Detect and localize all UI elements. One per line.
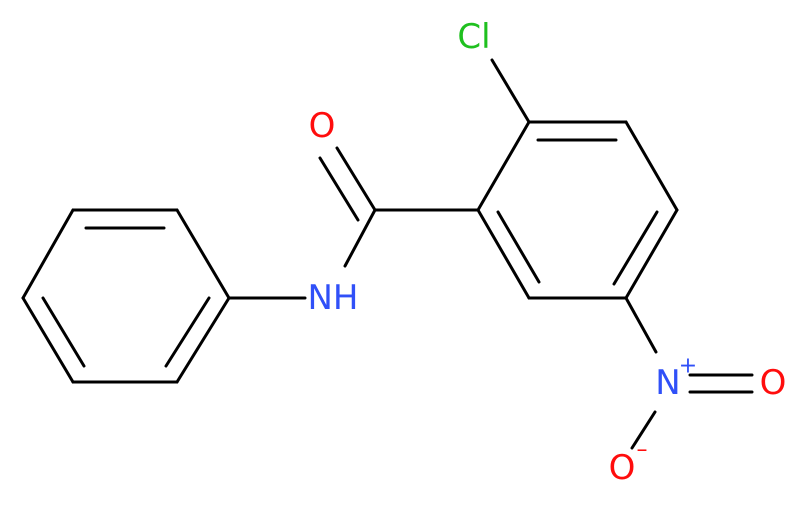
atom-labels: Cl O NH N + O O – (308, 17, 787, 488)
atom-charge: + (679, 354, 697, 379)
bond (496, 210, 541, 284)
bonds (21, 58, 754, 450)
atom-charge: – (637, 438, 648, 463)
atom-label: O (760, 363, 787, 403)
bond (21, 208, 75, 300)
atom-label: NH (308, 278, 359, 318)
atom-label: O (609, 448, 636, 488)
bond (476, 208, 531, 300)
bond (624, 208, 679, 300)
bond (164, 296, 211, 368)
bond (318, 156, 360, 222)
bond (41, 296, 86, 368)
bond (630, 410, 657, 450)
bond (335, 146, 377, 212)
bond (175, 296, 231, 384)
bond (476, 120, 531, 212)
bond (624, 120, 679, 212)
bond (21, 296, 75, 384)
bond (490, 58, 531, 124)
bond (624, 296, 658, 354)
atom-label: N (655, 363, 680, 403)
atom-label: Cl (457, 17, 490, 57)
bond (343, 208, 377, 268)
atom-label: O (309, 106, 336, 146)
bond (612, 210, 659, 286)
bond (175, 208, 231, 300)
